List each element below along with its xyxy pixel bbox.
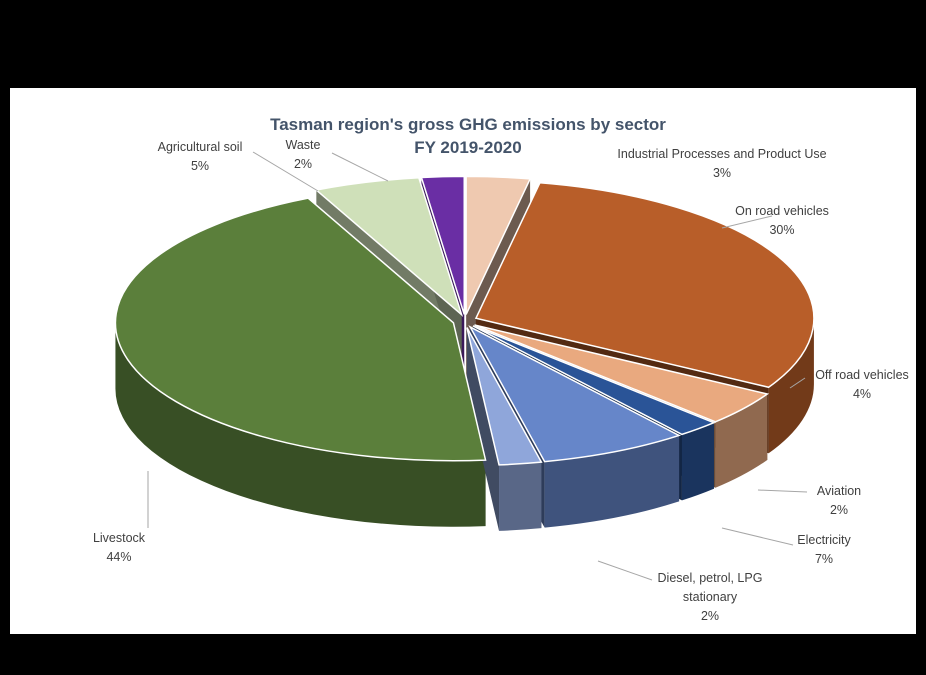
slice-percent-off-road-vehicles: 4% <box>853 387 871 401</box>
slice-percent-diesel-petrol-lpg-stationary: 2% <box>701 609 719 623</box>
slice-label-off-road-vehicles: Off road vehicles <box>815 368 909 382</box>
slice-label-industrial-processes-and-product-use: Industrial Processes and Product Use <box>617 147 826 161</box>
slice-percent-livestock: 44% <box>106 550 131 564</box>
slice-percent-industrial-processes-and-product-use: 3% <box>713 166 731 180</box>
slice-percent-electricity: 7% <box>815 552 833 566</box>
slice-wall-2 <box>715 393 768 488</box>
leader-line-8 <box>331 152 389 182</box>
slice-label-electricity: Electricity <box>797 533 851 547</box>
slice-percent-agricultural-soil: 5% <box>191 159 209 173</box>
chart-panel: Industrial Processes and Product Use 3% On… <box>10 88 916 634</box>
slice-label-diesel-petrol-lpg-stationary: Diesel, petrol, LPG <box>658 571 763 585</box>
leader-line-5 <box>597 560 653 581</box>
slice-aviation <box>472 325 716 436</box>
slice-percent-waste: 2% <box>294 157 312 171</box>
slice-diesel-petrol-lpg-stationary <box>466 327 543 466</box>
slice-off-road-vehicles <box>474 324 770 423</box>
leader-line-2 <box>789 377 806 389</box>
slice-label-aviation: Aviation <box>817 484 861 498</box>
slice-labels: Industrial Processes and Product Use 3% On… <box>93 138 909 623</box>
slice-percent-on-road-vehicles: 30% <box>769 223 794 237</box>
slice-wall-5 <box>499 462 542 531</box>
slice-label-waste: Waste <box>286 138 321 152</box>
slice-electricity <box>468 325 682 463</box>
slice-label-diesel-petrol-lpg-stationary: stationary <box>683 590 738 604</box>
slice-on-road-vehicles <box>474 181 815 389</box>
pie-chart: Industrial Processes and Product Use 3% On… <box>93 115 909 623</box>
slice-label-agricultural-soil: Agricultural soil <box>158 140 243 154</box>
chart-title: Tasman region's gross GHG emissions by s… <box>270 115 666 134</box>
leader-line-3 <box>757 489 808 493</box>
slice-wall-1 <box>768 318 814 454</box>
leader-lines <box>147 151 808 581</box>
slice-industrial-processes-and-product-use <box>465 175 532 315</box>
slice-label-on-road-vehicles: On road vehicles <box>735 204 829 218</box>
slice-wall-3 <box>681 422 714 501</box>
leader-line-7 <box>252 151 319 192</box>
slice-cut-face-5 <box>466 327 500 531</box>
slice-label-livestock: Livestock <box>93 531 146 545</box>
leader-line-1 <box>721 215 773 229</box>
slice-waste <box>420 175 465 315</box>
chart-subtitle: FY 2019-2020 <box>414 138 521 157</box>
slice-livestock <box>114 197 487 462</box>
slice-percent-aviation: 2% <box>830 503 848 517</box>
pie-tops <box>114 175 815 466</box>
slice-wall-6 <box>115 322 486 527</box>
leader-line-4 <box>721 527 794 546</box>
